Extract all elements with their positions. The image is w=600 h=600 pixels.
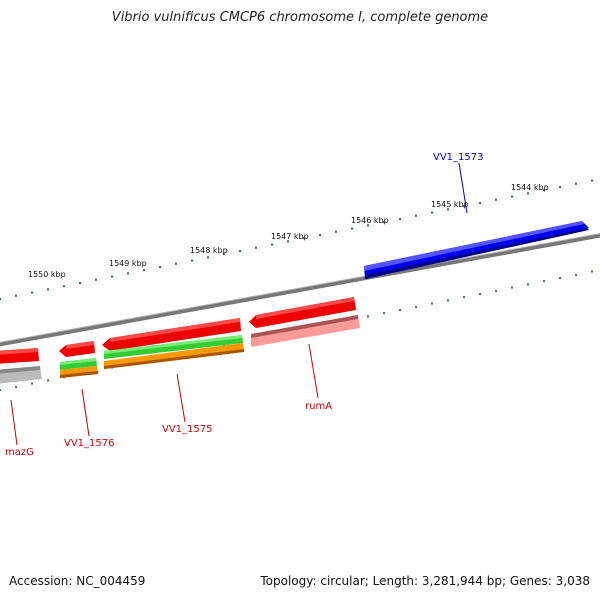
gene-feature-mazG[interactable] [0,348,39,364]
gene-label-rumA[interactable]: rumA [305,401,332,412]
gene-label-vv1-1575[interactable]: VV1_1575 [162,424,213,435]
callout-line-rumA [308,343,319,399]
callout-line-mazG [10,399,18,446]
tick-label: 1544 kbp [511,183,549,192]
tick-label: 1549 kbp [109,259,147,268]
other-feature-vv1-1575 [104,343,244,369]
accession-text: Accession: NC_004459 [9,574,146,588]
rna-feature-rumA [251,315,360,347]
tick-label: 1550 kbp [28,270,66,279]
gene-label-vv1-1576[interactable]: VV1_1576 [64,438,115,449]
callout-line-vv1-1575 [176,373,186,423]
tick-label: 1547 kbp [271,232,309,241]
tick-label: 1546 kbp [351,216,389,225]
tick-label: 1545 kbp [431,200,469,209]
topology-text: Topology: circular; Length: 3,281,944 bp… [260,574,590,588]
gene-feature-rumA[interactable] [249,297,356,328]
chromosome-backbone [0,233,600,347]
grey-feature-mazG [0,366,42,384]
callout-line-vv1-1573 [458,162,468,214]
misc-feature-vv1-1575 [104,335,243,359]
map-title: Vibrio vulnificus CMCP6 chromosome I, co… [111,10,489,25]
gene-feature-vv1-1575[interactable] [102,318,241,351]
gene-feature-vv1-1576[interactable] [59,341,95,357]
callout-line-vv1-1576 [81,388,90,437]
gene-label-vv1-1573[interactable]: VV1_1573 [433,152,484,163]
gene-label-mazG[interactable]: mazG [5,447,34,458]
chromosome-backbone-highlight [0,233,600,343]
other-feature-vv1-1576 [60,366,98,378]
tick-label: 1548 kbp [190,246,228,255]
gene-feature-vv1-1573[interactable] [364,221,589,279]
tick-ruler-upper [0,179,593,300]
